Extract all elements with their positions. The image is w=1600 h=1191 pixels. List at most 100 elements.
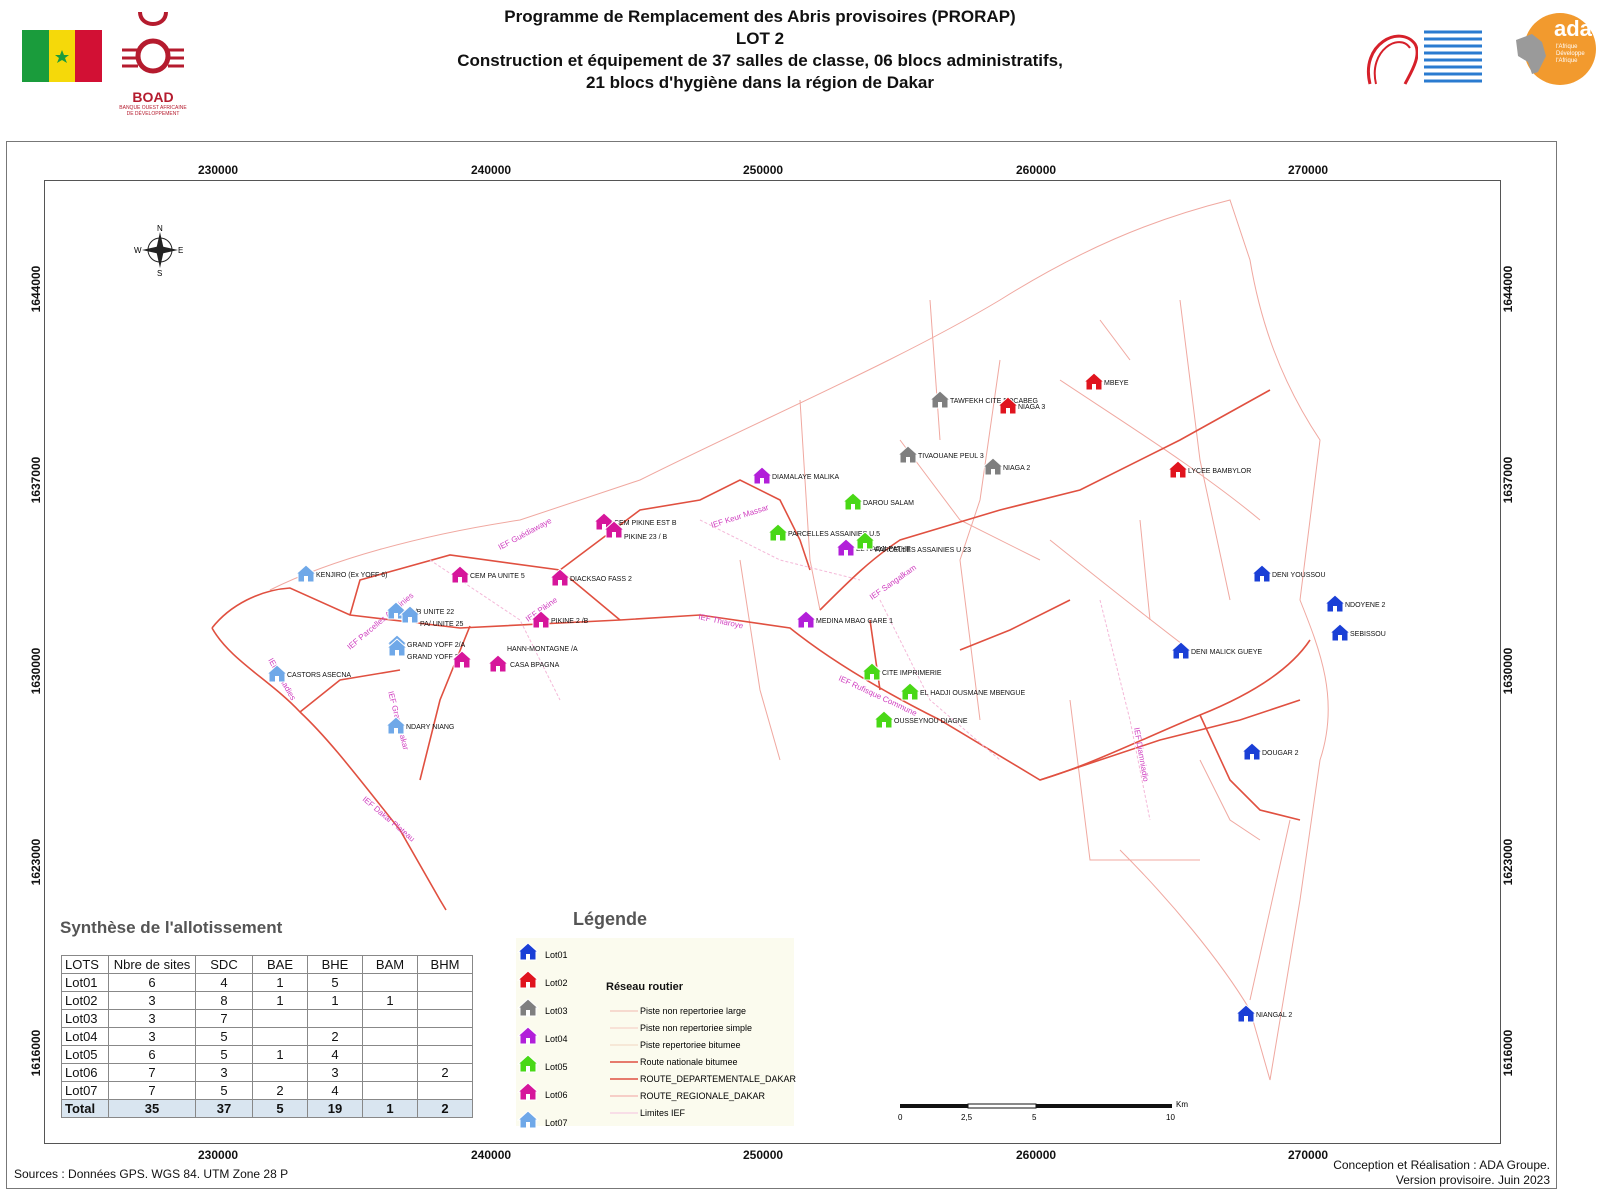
school-site-marker[interactable]: PIKINE 23 / B (602, 520, 668, 541)
africa-icon (1516, 13, 1596, 85)
school-site-marker[interactable]: CASTORS ASECNA (265, 664, 351, 683)
site-label: DOUGAR 2 (1262, 750, 1299, 757)
legend-lot-label: Lot03 (545, 1006, 568, 1016)
table-cell: 19 (307, 1099, 363, 1118)
table-total-row: Total 35 37 5 19 1 2 (61, 1099, 473, 1118)
x-tick-top: 240000 (471, 163, 512, 177)
ief-label: IEF Dakar Plateau (361, 795, 417, 844)
school-site-marker[interactable]: PARCELLES ASSAINIES U.5 (766, 523, 880, 542)
school-site-marker[interactable]: SEBISSOU (1328, 623, 1386, 642)
legend-road-label: Limites IEF (640, 1108, 686, 1118)
table-cell (417, 991, 473, 1010)
school-site-marker[interactable]: CASA BPAGNA (486, 654, 560, 673)
site-label: EL HADJI PATHE (856, 546, 911, 553)
allotment-table: LOTS Nbre de sites SDC BAE BHE BAM BHM L… (61, 955, 473, 1118)
legend-lot-item: Lot03 (516, 998, 568, 1017)
school-site-marker[interactable]: DIAMALAYE MALIKA (750, 466, 840, 485)
legend-lot-label: Lot06 (545, 1090, 568, 1100)
table-cell: 2 (307, 1027, 363, 1046)
table-header: SDC (195, 955, 253, 974)
school-site-marker[interactable]: TIVAOUANE PEUL 3 (896, 445, 984, 464)
x-tick-top: 230000 (198, 163, 239, 177)
region-boundary (269, 199, 1329, 1081)
compass-w: W (134, 246, 142, 255)
boad-logo: BOAD BANQUE OUEST AFRICAINE DE DÉVELOPPE… (118, 6, 188, 121)
credits-line: Version provisoire. Juin 2023 (1395, 1173, 1550, 1187)
site-label: NIANGAL 2 (1256, 1012, 1292, 1019)
school-site-marker[interactable]: CITE IMPRIMERIE (860, 662, 942, 681)
site-label: EL HADJI OUSMANE MBENGUE (920, 690, 1025, 697)
table-header: BHM (417, 955, 473, 974)
site-label: MEDINA MBAO GARE 1 (816, 618, 893, 625)
x-tick-top: 260000 (1016, 163, 1057, 177)
site-label: NIAGA 3 (1018, 404, 1045, 411)
table-row: Lot01 6 4 1 5 (61, 973, 473, 992)
school-site-marker[interactable]: MEDINA MBAO GARE 1 (794, 610, 893, 629)
school-site-marker[interactable]: LYCEE BAMBYLOR (1166, 460, 1251, 479)
table-header: BAE (252, 955, 308, 974)
table-cell: 3 (195, 1063, 253, 1082)
scale-label: 10 (1166, 1113, 1175, 1122)
school-site-marker[interactable]: EL HADJI PATHE (834, 538, 911, 557)
legend-lot-item: Lot06 (516, 1082, 568, 1101)
school-site-marker[interactable]: NIAGA 2 (981, 457, 1030, 476)
site-label: HANN-MONTAGNE /A (507, 646, 578, 653)
school-site-marker[interactable]: MBEYE (1082, 372, 1129, 391)
legend-lot-label: Lot04 (545, 1034, 568, 1044)
table-row: Lot05 6 5 1 4 (61, 1045, 473, 1064)
school-site-marker[interactable]: OUSSEYNOU DIAGNE (872, 710, 968, 729)
map-area[interactable] (44, 180, 1501, 1144)
school-site-marker[interactable]: CEM PA UNITE 5 (448, 565, 525, 584)
ief-boundaries (429, 519, 1151, 821)
scale-label: 0 (898, 1113, 903, 1122)
school-site-marker[interactable]: DAROU SALAM (841, 492, 914, 511)
school-site-marker[interactable]: PA/B UNITE 22 (384, 601, 454, 620)
school-site-marker[interactable]: DOUGAR 2 (1240, 742, 1299, 761)
table-cell: 1 (252, 973, 308, 992)
school-site-marker[interactable]: NDOYENE 2 (1323, 594, 1386, 613)
school-site-marker[interactable]: DIACKSAO FASS 2 (548, 568, 632, 587)
school-site-marker[interactable]: GRAND YOFF 2/B (385, 638, 466, 661)
x-tick-bottom: 250000 (743, 1148, 784, 1162)
site-label: GRAND YOFF 2/B (407, 654, 466, 661)
site-label: LYCEE BAMBYLOR (1188, 468, 1251, 475)
map-title: Programme de Remplacement des Abris prov… (360, 6, 1160, 94)
school-site-marker[interactable]: HANN-MONTAGNE /A (450, 646, 578, 669)
legend-box (516, 938, 794, 1126)
senegal-flag (22, 30, 102, 82)
legend-lot-item: Lot07 (516, 1110, 568, 1129)
school-site-marker[interactable]: NDARY NIANG (384, 716, 454, 735)
school-site-marker[interactable]: PIKINE 2 /B (529, 610, 589, 629)
school-site-marker[interactable]: DENI YOUSSOU (1250, 564, 1326, 583)
table-cell: Lot06 (61, 1063, 109, 1082)
table-header: BAM (362, 955, 418, 974)
partner-logo (1366, 28, 1482, 85)
table-header: Nbre de sites (108, 955, 196, 974)
school-site-marker[interactable]: PA/ UNITE 25 (398, 605, 464, 628)
legend-road-item: ROUTE_REGIONALE_DAKAR (610, 1091, 766, 1101)
legend-lot-item: Lot05 (516, 1054, 568, 1073)
table-cell (362, 973, 418, 992)
table-cell: 5 (307, 973, 363, 992)
ief-label-group: IEF Guédiawaye IEF Keur Massar IEF Parce… (266, 503, 1150, 844)
site-label: DAROU SALAM (863, 500, 914, 507)
ief-label: IEF Diamniadio (1132, 727, 1150, 783)
school-site-marker[interactable]: KENJIRO (Ex YOFF 6) (294, 564, 387, 583)
school-site-marker[interactable]: NIANGAL 2 (1234, 1004, 1292, 1023)
table-cell: Lot02 (61, 991, 109, 1010)
school-site-marker[interactable]: PARCELLES ASSAINIES U 23 (853, 531, 971, 554)
school-site-marker[interactable]: NIAGA 3 (996, 396, 1045, 415)
site-label: GRAND YOFF 2/A (407, 642, 466, 649)
school-site-marker[interactable]: DENI MALICK GUEYE (1169, 641, 1263, 660)
legend-road-item: Limites IEF (610, 1108, 686, 1118)
school-site-marker[interactable]: EL HADJI OUSMANE MBENGUE (898, 682, 1025, 701)
site-label: PIKINE 2 /B (551, 618, 589, 625)
table-cell (417, 973, 473, 992)
legend-road-item: Piste repertoriee bitumee (610, 1040, 741, 1050)
table-cell (417, 1081, 473, 1100)
school-site-marker[interactable]: TAWFEKH CITE BOCABEG (928, 390, 1038, 409)
site-label: PARCELLES ASSAINIES U.5 (788, 531, 880, 538)
title-line-1: Programme de Remplacement des Abris prov… (504, 7, 1016, 26)
